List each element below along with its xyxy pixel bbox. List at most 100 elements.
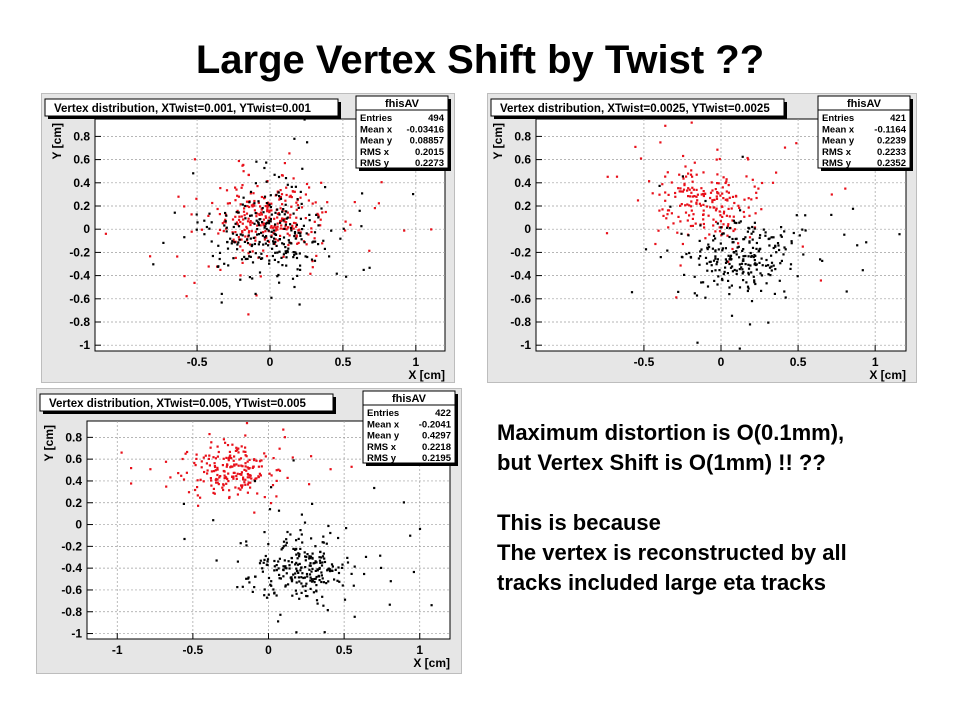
data-point [310,578,313,581]
data-point [724,181,727,185]
data-point [740,266,743,269]
data-point [225,189,229,192]
data-point [255,459,258,462]
data-point [313,220,316,223]
data-point [661,208,664,211]
data-point [727,191,730,194]
data-point [228,450,231,453]
data-point [216,207,219,211]
data-point [254,477,257,480]
data-point [738,263,741,266]
data-point [301,167,304,170]
data-point [686,219,689,222]
data-point [277,273,280,277]
data-point [715,263,718,266]
stats-frame [355,95,449,169]
data-point [299,569,302,572]
data-point [723,210,726,213]
data-point [284,250,287,253]
data-point [310,258,314,261]
data-point [304,217,307,220]
data-point [152,263,155,266]
data-point [267,593,270,596]
data-point [311,260,314,263]
data-point [280,548,283,551]
y-tick-label: 0.4 [514,176,531,190]
data-point [350,465,353,468]
data-point [241,203,244,206]
data-point [261,570,264,573]
note-line: tracks included large eta tracks [497,570,826,595]
data-point [747,273,750,276]
data-point [295,553,298,556]
data-point [739,209,742,212]
data-point [282,236,286,239]
data-point [341,566,344,569]
stats-label: Mean y [822,136,855,147]
data-point [270,580,273,583]
data-point [678,190,681,193]
x-tick-label: 0.5 [790,355,807,369]
data-point [310,570,313,573]
data-point [679,220,682,223]
data-point [259,275,262,278]
data-point [149,468,152,471]
data-point [311,552,314,555]
stats-value: 0.2195 [422,453,452,464]
data-point [300,582,303,585]
data-point [688,188,691,191]
data-point [226,463,229,466]
data-point [217,483,220,486]
data-point [195,197,198,200]
data-point [248,476,251,479]
x-axis-label: X [cm] [413,656,450,670]
data-point [706,285,710,288]
data-point [262,218,265,221]
data-point [193,158,196,161]
data-point [276,251,279,254]
data-point [682,154,685,158]
data-point [238,215,241,218]
data-point [722,197,725,200]
data-point [279,197,283,200]
data-point [758,248,761,251]
data-point [258,460,262,463]
data-point [246,242,250,245]
data-point [206,469,209,472]
data-point [231,231,234,234]
data-point [243,481,246,484]
data-point [311,567,314,570]
data-point [322,581,325,584]
data-point [248,255,251,258]
data-point [257,224,260,227]
data-point [679,264,682,267]
data-point [753,263,756,266]
data-point [313,237,316,240]
data-point [722,232,725,235]
data-point [749,251,752,255]
stats-value: 0.2218 [422,442,451,453]
data-point [245,422,249,425]
data-point [320,556,323,559]
data-point [757,250,760,253]
data-point [298,555,301,558]
data-point [666,171,669,174]
data-point [213,470,216,473]
data-point [236,472,239,475]
data-point [284,177,288,180]
data-point [284,566,287,569]
data-point [212,491,215,494]
data-point [687,234,690,237]
data-point [352,584,355,587]
data-point [224,221,227,224]
data-point [898,233,901,236]
data-point [263,594,266,597]
data-point [731,237,734,241]
data-point [258,472,261,475]
data-point [659,141,662,144]
data-point [305,582,308,585]
data-point [182,502,185,505]
data-point [248,458,251,461]
data-point [309,564,312,567]
data-point [254,252,257,255]
